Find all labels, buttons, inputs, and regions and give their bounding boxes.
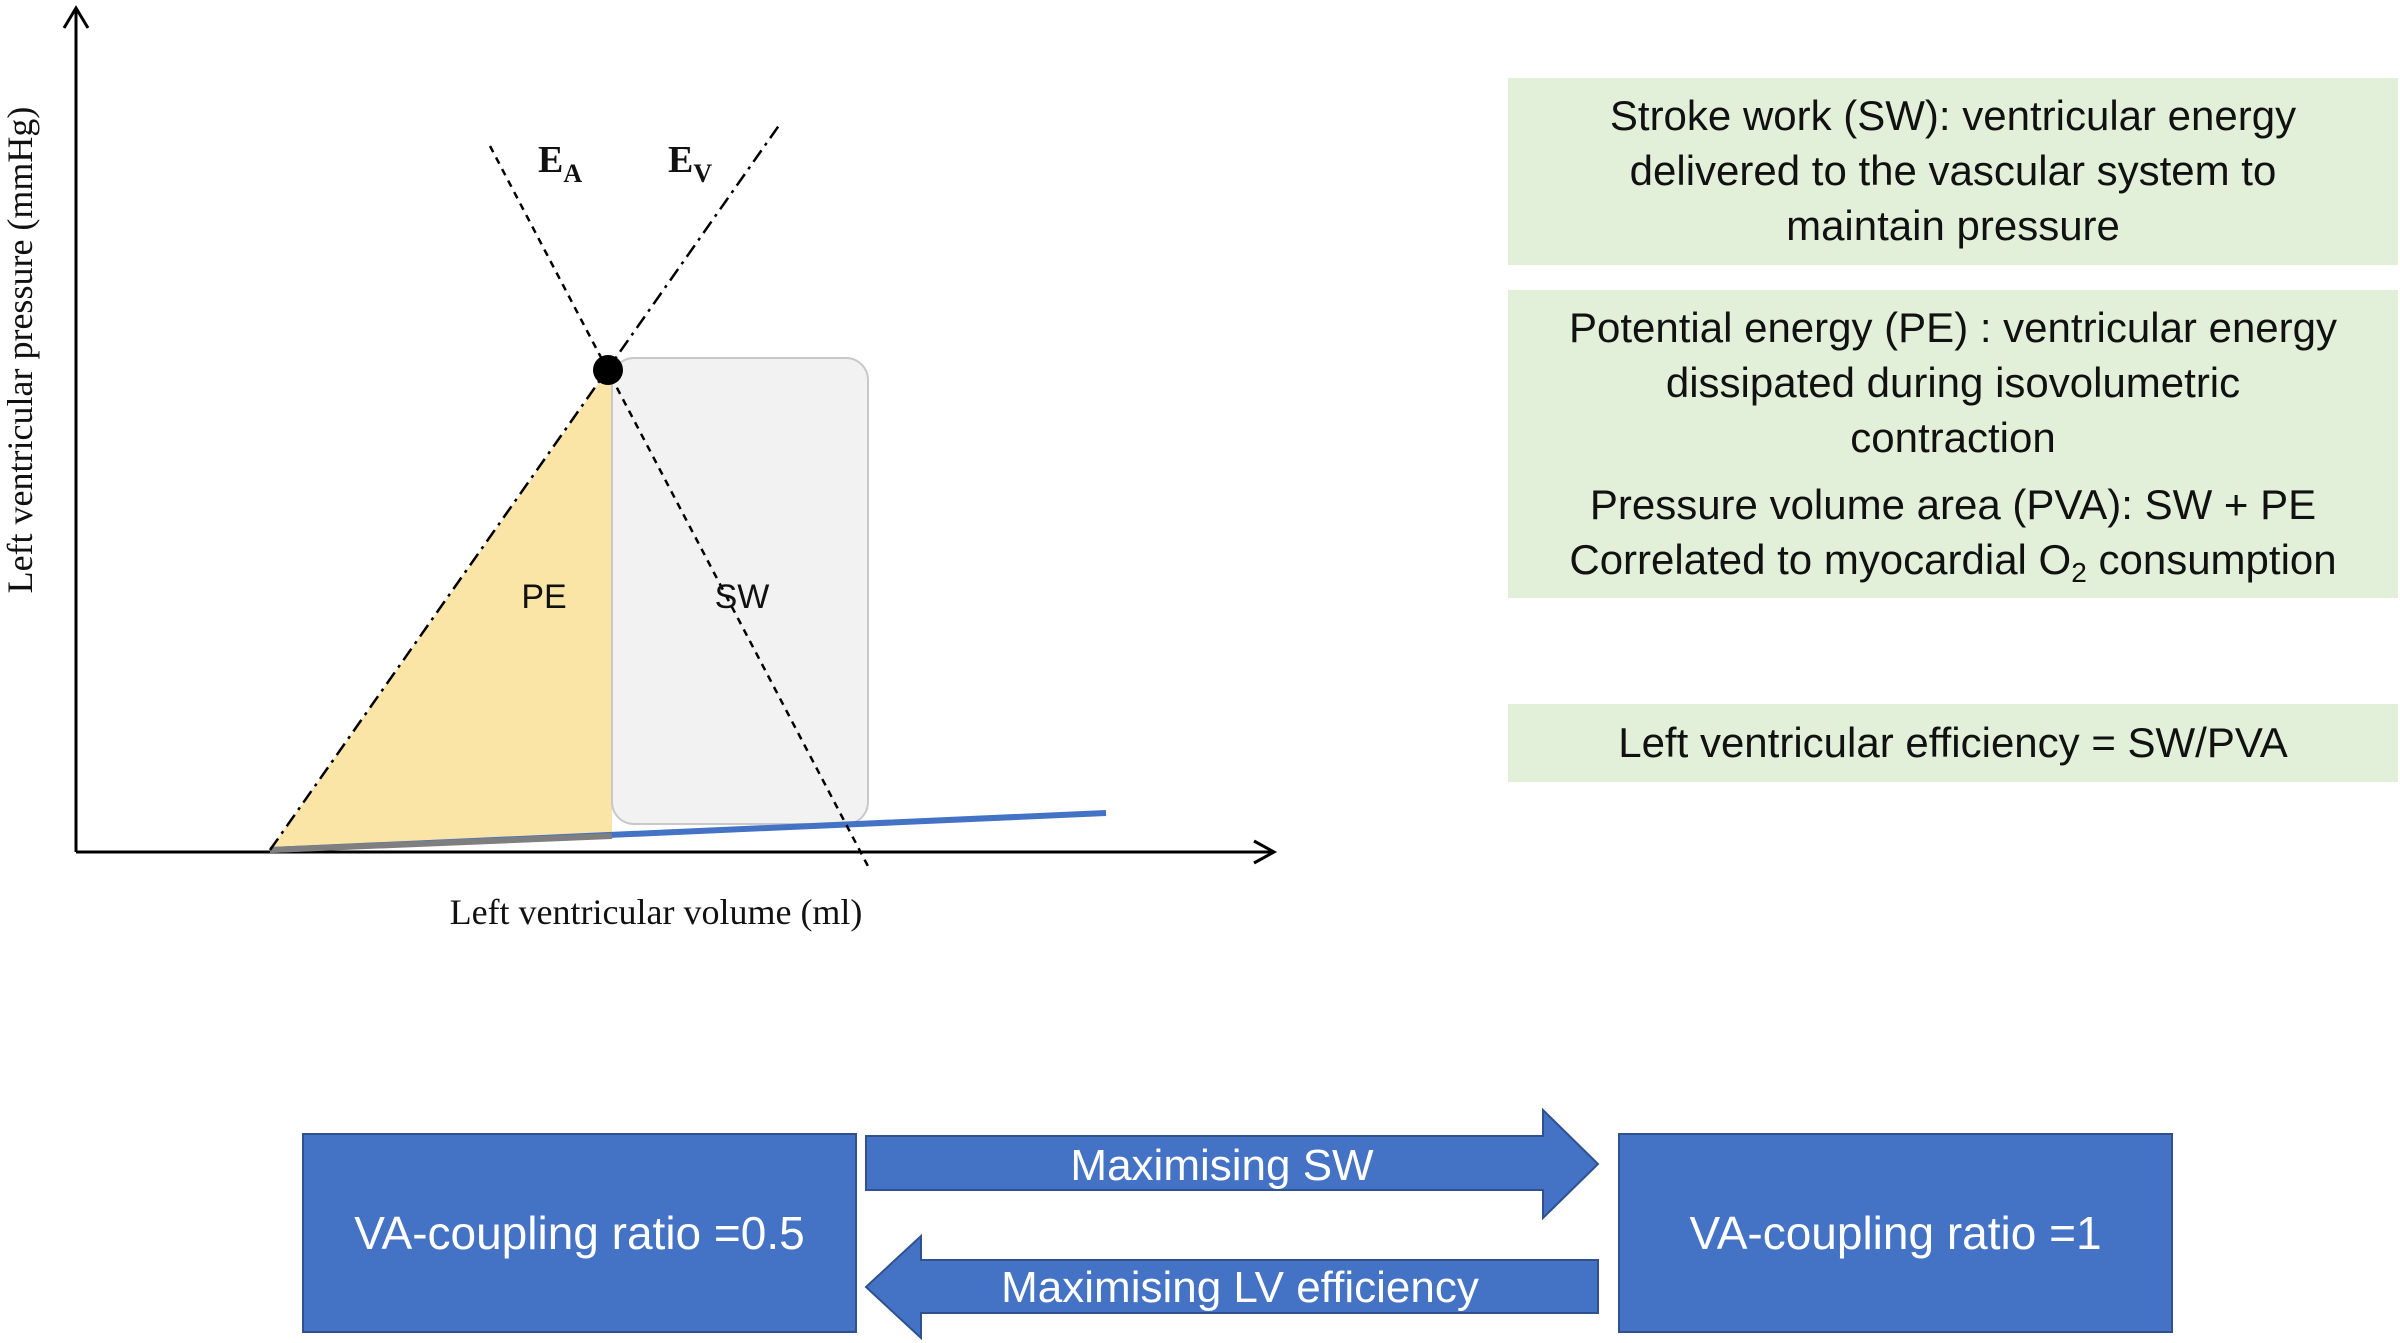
ea-line xyxy=(488,145,872,871)
va-coupling-1-label: VA-coupling ratio =1 xyxy=(1689,1207,2102,1259)
ev-line xyxy=(268,123,782,851)
end-systolic-point xyxy=(593,355,623,385)
va-coupling-1-box: VA-coupling ratio =1 xyxy=(1618,1133,2173,1333)
x-axis-arrowhead xyxy=(1253,839,1278,865)
lv-efficiency-text: Left ventricular efficiency = SW/PVA xyxy=(1618,719,2288,766)
maximising-sw-arrow xyxy=(865,1107,1600,1221)
va-coupling-0-5-box: VA-coupling ratio =0.5 xyxy=(302,1133,857,1333)
potential-energy-definition-box: Potential energy (PE) : ventricular ener… xyxy=(1508,290,2398,598)
y-axis-label: Left ventricular pressure (mmHg) xyxy=(0,107,40,594)
sw-area xyxy=(611,357,869,825)
ea-label: EA xyxy=(538,139,582,188)
edpvr-overlap-segment xyxy=(269,833,613,853)
sw-definition-line-2: delivered to the vascular system to xyxy=(1629,147,2277,194)
o2-consumption-line: Correlated to myocardial O2 consumption xyxy=(1569,536,2337,588)
stroke-work-definition-box: Stroke work (SW): ventricular energy del… xyxy=(1508,78,2398,265)
sw-definition-line-1: Stroke work (SW): ventricular energy xyxy=(1609,92,2297,139)
va-coupling-0-5-label: VA-coupling ratio =0.5 xyxy=(354,1207,805,1259)
pe-definition-line-1: Potential energy (PE) : ventricular ener… xyxy=(1568,304,2338,351)
pe-definition-line-2: dissipated during isovolumetric xyxy=(1665,359,2241,406)
maximising-sw-label: Maximising SW xyxy=(1070,1141,1374,1190)
lv-efficiency-box: Left ventricular efficiency = SW/PVA xyxy=(1508,704,2398,782)
pe-definition-line-3: contraction xyxy=(1850,414,2056,461)
ev-label: EV xyxy=(668,139,712,188)
maximising-lv-efficiency-label: Maximising LV efficiency xyxy=(1001,1263,1479,1312)
x-axis-label: Left ventricular volume (ml) xyxy=(450,892,863,932)
pva-definition: Pressure volume area (PVA): SW + PE xyxy=(1589,481,2317,528)
sw-label: SW xyxy=(715,578,770,616)
maximising-lv-efficiency-arrow xyxy=(864,1233,1599,1341)
pe-label: PE xyxy=(521,578,566,616)
sw-definition-line-3: maintain pressure xyxy=(1786,202,2120,249)
y-axis-arrowhead xyxy=(62,5,90,29)
